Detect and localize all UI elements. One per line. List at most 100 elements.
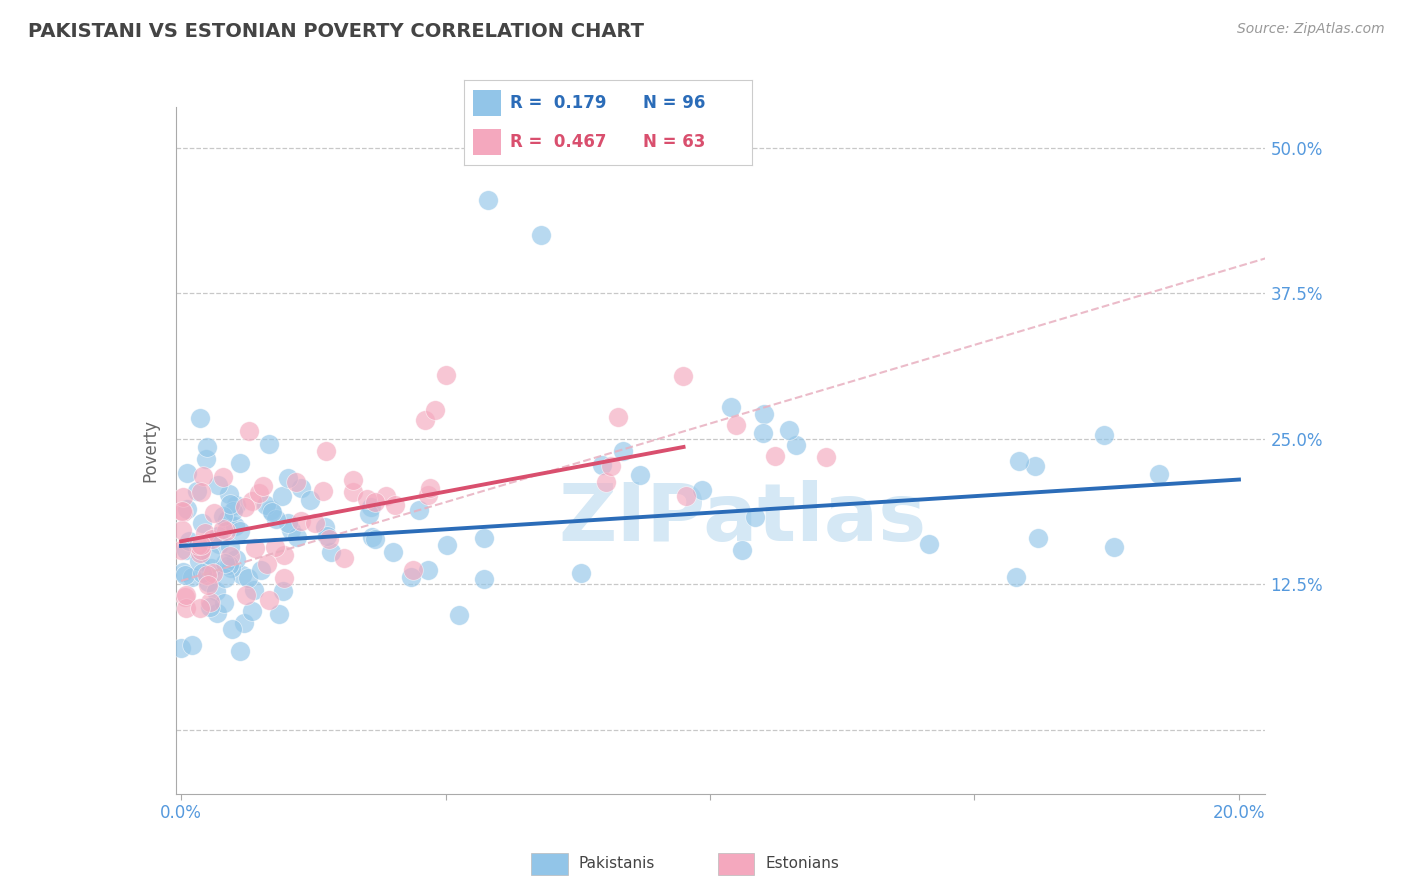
Point — [177, 533, 200, 548]
Point — [312, 484, 335, 499]
Point — [195, 440, 218, 454]
Point — [364, 494, 387, 508]
Point — [1024, 458, 1046, 473]
Point — [671, 369, 693, 384]
Point — [285, 530, 308, 544]
Point — [205, 606, 228, 620]
Point — [315, 444, 337, 458]
Point — [418, 488, 440, 502]
Point — [269, 607, 291, 622]
Point — [530, 228, 553, 243]
Point — [238, 571, 260, 585]
Point — [360, 530, 382, 544]
Point — [290, 482, 312, 496]
Point — [785, 438, 807, 452]
Point — [1092, 427, 1115, 442]
Point — [214, 557, 236, 571]
Point — [208, 537, 231, 551]
Point — [599, 459, 621, 474]
Text: Pakistanis: Pakistanis — [579, 855, 655, 871]
Point — [240, 604, 263, 618]
Point — [277, 516, 299, 531]
Bar — [531, 853, 568, 875]
Point — [243, 541, 266, 556]
Point — [172, 565, 194, 579]
Point — [188, 546, 211, 560]
Point — [569, 566, 592, 581]
Text: N = 96: N = 96 — [643, 95, 704, 112]
Point — [188, 411, 211, 425]
Point — [314, 519, 336, 533]
Point — [595, 475, 617, 490]
Point — [235, 588, 257, 602]
Point — [1005, 570, 1028, 584]
Point — [731, 542, 754, 557]
Point — [918, 537, 941, 551]
Point — [221, 622, 243, 636]
Point — [247, 486, 270, 500]
Point — [200, 533, 222, 547]
Point — [690, 483, 713, 498]
Point — [219, 561, 242, 575]
Point — [402, 563, 425, 577]
Point — [416, 563, 439, 577]
Text: PAKISTANI VS ESTONIAN POVERTY CORRELATION CHART: PAKISTANI VS ESTONIAN POVERTY CORRELATIO… — [28, 22, 644, 41]
Point — [316, 529, 339, 543]
Point — [318, 532, 340, 546]
Point — [190, 485, 212, 500]
Point — [202, 566, 225, 581]
Point — [720, 401, 742, 415]
Point — [207, 529, 229, 543]
Point — [299, 493, 322, 508]
Point — [197, 567, 219, 582]
Point — [413, 412, 436, 426]
Point — [181, 639, 204, 653]
Point — [188, 600, 211, 615]
Point — [256, 557, 278, 571]
Point — [814, 450, 837, 464]
Point — [229, 456, 252, 470]
Point — [170, 503, 193, 517]
Point — [194, 525, 217, 540]
Point — [219, 497, 242, 511]
Point — [200, 599, 222, 614]
Point — [200, 561, 222, 575]
Point — [264, 512, 287, 526]
Point — [423, 402, 446, 417]
Point — [271, 584, 294, 599]
Point — [172, 490, 194, 504]
Point — [170, 523, 193, 537]
Point — [434, 368, 457, 382]
Point — [262, 506, 284, 520]
Point — [273, 571, 295, 585]
Point — [419, 481, 441, 495]
Point — [270, 489, 292, 503]
Point — [250, 563, 273, 577]
Y-axis label: Poverty: Poverty — [142, 419, 160, 482]
Point — [364, 532, 387, 546]
Point — [176, 502, 198, 516]
Point — [304, 516, 326, 531]
Point — [752, 407, 775, 421]
Point — [382, 545, 405, 559]
Point — [186, 484, 208, 499]
Point — [342, 485, 364, 500]
Point — [229, 644, 252, 658]
Point — [591, 458, 613, 472]
Point — [273, 548, 295, 562]
Point — [357, 507, 380, 521]
Point — [472, 572, 495, 586]
Point — [174, 601, 197, 615]
Point — [176, 542, 198, 557]
Point — [174, 590, 197, 604]
Point — [190, 538, 212, 552]
Point — [238, 425, 260, 439]
Point — [449, 608, 471, 623]
Text: R =  0.179: R = 0.179 — [510, 95, 606, 112]
Point — [225, 552, 247, 566]
Point — [191, 516, 214, 530]
Point — [374, 490, 396, 504]
Point — [194, 451, 217, 466]
Point — [1149, 467, 1171, 481]
Point — [219, 549, 242, 564]
